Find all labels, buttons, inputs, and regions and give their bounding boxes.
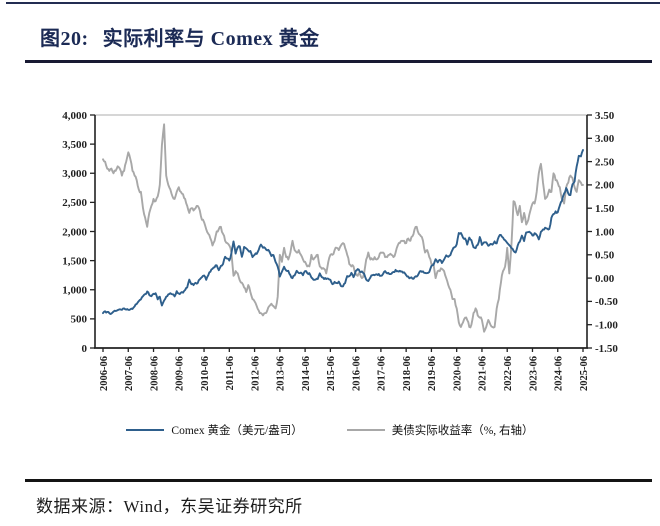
svg-text:2022-06: 2022-06 xyxy=(503,356,514,391)
chart-legend: Comex 黄金（美元/盎司） 美债实际收益率（%, 右轴） xyxy=(20,422,640,438)
plot-border xyxy=(94,114,588,349)
svg-text:3,000: 3,000 xyxy=(62,168,87,180)
svg-text:2006-06: 2006-06 xyxy=(99,356,110,391)
legend-item-comex-gold: Comex 黄金（美元/盎司） xyxy=(126,422,303,438)
svg-text:3.50: 3.50 xyxy=(595,110,615,122)
svg-text:1,500: 1,500 xyxy=(62,255,87,267)
legend-line-sample-gold xyxy=(126,428,165,432)
data-source-text: 数据来源：Wind，东吴证券研究所 xyxy=(36,497,303,516)
title-divider xyxy=(25,60,652,63)
figure-number: 图20: xyxy=(40,28,89,50)
page-top-rule xyxy=(6,2,660,4)
svg-text:2023-06: 2023-06 xyxy=(528,356,539,391)
svg-text:-1.00: -1.00 xyxy=(595,320,618,332)
figure-title: 图20: 实际利率与 Comex 黄金 xyxy=(40,22,320,51)
svg-text:2011-06: 2011-06 xyxy=(225,356,236,390)
svg-text:500: 500 xyxy=(71,314,88,326)
legend-label-real-yield: 美债实际收益率（%, 右轴） xyxy=(391,425,534,437)
footer-divider xyxy=(25,479,652,482)
svg-text:2024-06: 2024-06 xyxy=(554,356,565,391)
legend-item-real-yield: 美债实际收益率（%, 右轴） xyxy=(346,422,534,438)
svg-text:3.00: 3.00 xyxy=(595,133,615,145)
svg-text:-0.50: -0.50 xyxy=(595,296,618,308)
svg-text:1.00: 1.00 xyxy=(595,226,615,238)
figure-title-text: 实际利率与 Comex 黄金 xyxy=(102,28,320,50)
legend-line-sample-yield xyxy=(346,428,385,432)
svg-text:2016-06: 2016-06 xyxy=(351,356,362,391)
svg-text:3,500: 3,500 xyxy=(62,139,87,151)
svg-text:-1.50: -1.50 xyxy=(595,343,618,355)
svg-text:2015-06: 2015-06 xyxy=(326,356,337,391)
svg-text:2007-06: 2007-06 xyxy=(124,356,135,391)
svg-text:2019-06: 2019-06 xyxy=(427,356,438,391)
svg-text:2017-06: 2017-06 xyxy=(377,356,388,391)
svg-text:1.50: 1.50 xyxy=(595,203,615,215)
svg-text:4,000: 4,000 xyxy=(62,110,87,122)
svg-text:2013-06: 2013-06 xyxy=(276,356,287,391)
series-comex-gold-line xyxy=(102,149,584,315)
svg-text:0: 0 xyxy=(82,343,88,355)
svg-text:2018-06: 2018-06 xyxy=(402,356,413,391)
svg-text:2025-06: 2025-06 xyxy=(579,356,590,391)
svg-text:2021-06: 2021-06 xyxy=(478,356,489,391)
svg-text:2.50: 2.50 xyxy=(595,156,615,168)
chart-canvas: 4,000 3,500 3,000 2,500 2,000 1,500 1,000 500 0 3… xyxy=(62,110,618,391)
svg-text:2,500: 2,500 xyxy=(62,197,87,209)
legend-label-comex-gold: Comex 黄金（美元/盎司） xyxy=(171,425,303,437)
svg-text:0.50: 0.50 xyxy=(595,250,615,262)
svg-text:2010-06: 2010-06 xyxy=(200,356,211,391)
svg-text:2008-06: 2008-06 xyxy=(149,356,160,391)
chart-area: 4,000 3,500 3,000 2,500 2,000 1,500 1,000 500 0 3… xyxy=(20,70,640,465)
svg-text:1,000: 1,000 xyxy=(62,285,87,297)
series-real-yield-line xyxy=(102,123,584,333)
svg-text:2,000: 2,000 xyxy=(62,226,87,238)
svg-text:2012-06: 2012-06 xyxy=(250,356,261,391)
svg-text:2009-06: 2009-06 xyxy=(175,356,186,391)
svg-text:0.00: 0.00 xyxy=(595,273,615,285)
svg-text:2014-06: 2014-06 xyxy=(301,356,312,391)
svg-text:2020-06: 2020-06 xyxy=(452,356,463,391)
svg-text:2.00: 2.00 xyxy=(595,180,615,192)
